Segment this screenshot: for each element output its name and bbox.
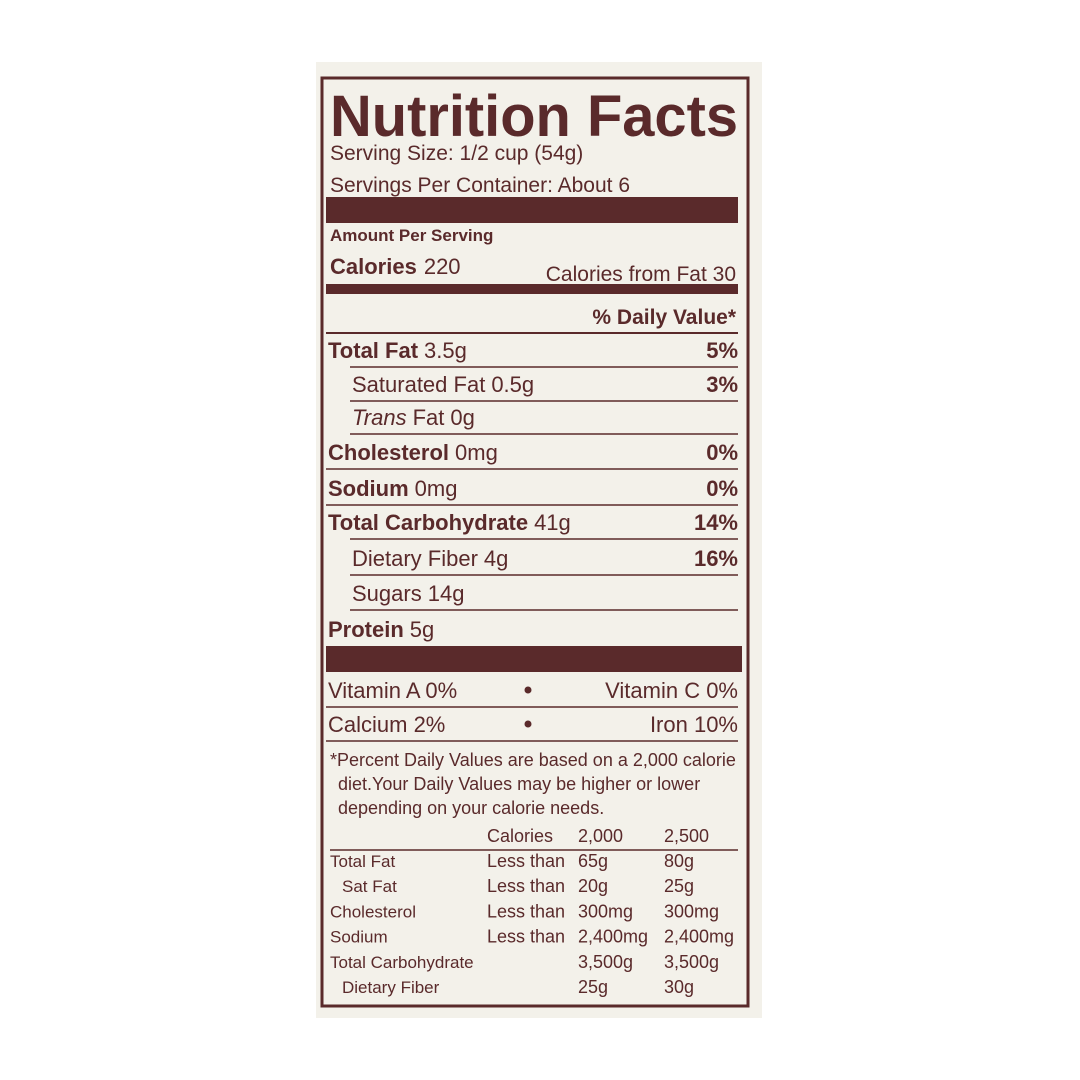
vitamin-left: Calcium 2%: [328, 712, 445, 737]
amount-per-serving: Amount Per Serving: [330, 226, 493, 245]
nutrient-row: Saturated Fat 0.5g: [352, 372, 534, 397]
separator-dot: [524, 720, 532, 728]
separator-dot: [524, 686, 532, 694]
nutrient-row: Total Fat 3.5g: [328, 338, 467, 363]
nutrient-name: Sodium: [328, 476, 409, 501]
reference-cell: 2,400mg: [664, 927, 734, 947]
daily-value-header: % Daily Value*: [592, 306, 736, 329]
nutrient-name: Fat: [413, 405, 445, 430]
nutrient-daily-value: 5%: [706, 338, 738, 363]
nutrient-name: Total Carbohydrate: [328, 510, 528, 535]
nutrient-row: Total Carbohydrate 41g: [328, 510, 571, 535]
nutrient-row: Sodium 0mg: [328, 476, 457, 501]
reference-cell: 2,400mg: [578, 927, 648, 947]
reference-cell: Less than: [487, 851, 565, 871]
nutrient-amount: 0mg: [455, 440, 498, 465]
nutrient-name: Saturated Fat: [352, 372, 485, 397]
reference-header: 2,500: [664, 826, 709, 846]
servings-per-container: Servings Per Container: About 6: [330, 174, 630, 197]
reference-name: Cholesterol: [330, 902, 416, 921]
thick-bar: [326, 646, 742, 672]
nutrient-row: Cholesterol 0mg: [328, 440, 498, 465]
nutrient-name: Protein: [328, 617, 404, 642]
serving-size: Serving Size: 1/2 cup (54g): [330, 142, 583, 165]
nutrient-name: Dietary Fiber: [352, 546, 478, 571]
vitamin-right: Vitamin C 0%: [605, 678, 738, 703]
reference-cell: 65g: [578, 851, 608, 871]
calories-from-fat: Calories from Fat 30: [546, 263, 736, 286]
reference-cell: Less than: [487, 927, 565, 947]
nutrient-amount: 4g: [484, 546, 508, 571]
reference-name: Sodium: [330, 928, 388, 947]
reference-cell: 20g: [578, 876, 608, 896]
footnote-line: depending on your calorie needs.: [338, 798, 604, 818]
reference-name: Total Carbohydrate: [330, 953, 474, 972]
reference-cell: 25g: [578, 977, 608, 997]
medium-bar: [326, 284, 738, 294]
footnote-line: diet.Your Daily Values may be higher or …: [338, 774, 700, 794]
nutrient-amount: 0mg: [415, 476, 458, 501]
thick-bar: [326, 197, 738, 223]
reference-cell: 25g: [664, 876, 694, 896]
reference-cell: 80g: [664, 851, 694, 871]
nutrient-daily-value: 16%: [694, 546, 738, 571]
calories-value: 220: [424, 254, 461, 279]
label-border: [320, 76, 750, 1008]
nutrient-row: Sugars 14g: [352, 581, 464, 606]
nutrient-amount: 41g: [534, 510, 571, 535]
title: Nutrition Facts: [330, 84, 738, 149]
nutrient-daily-value: 14%: [694, 510, 738, 535]
nutrient-row: Dietary Fiber 4g: [352, 546, 508, 571]
nutrient-amount: 0.5g: [491, 372, 534, 397]
vitamin-right: Iron 10%: [650, 712, 738, 737]
reference-cell: 3,500g: [664, 952, 719, 972]
reference-cell: Less than: [487, 901, 565, 921]
nutrient-name: Total Fat: [328, 338, 419, 363]
reference-name: Dietary Fiber: [342, 978, 440, 997]
nutrient-row: Protein 5g: [328, 617, 434, 642]
reference-cell: 3,500g: [578, 952, 633, 972]
nutrient-row: Trans Fat 0g: [352, 405, 475, 430]
nutrient-amount: 3.5g: [424, 338, 467, 363]
nutrient-daily-value: 0%: [706, 476, 738, 501]
reference-header: 2,000: [578, 826, 623, 846]
reference-cell: 30g: [664, 977, 694, 997]
footnote-line: *Percent Daily Values are based on a 2,0…: [330, 750, 736, 770]
nutrient-name: Cholesterol: [328, 440, 449, 465]
vitamin-left: Vitamin A 0%: [328, 678, 457, 703]
reference-cell: 300mg: [578, 901, 633, 921]
nutrient-amount: 14g: [428, 581, 465, 606]
calories-row: Calories 220: [330, 254, 461, 279]
nutrient-daily-value: 3%: [706, 372, 738, 397]
nutrient-daily-value: 0%: [706, 440, 738, 465]
nutrient-amount: 0g: [450, 405, 474, 430]
reference-header: Calories: [487, 826, 553, 846]
calories-label: Calories: [330, 254, 417, 279]
reference-cell: 300mg: [664, 901, 719, 921]
reference-cell: Less than: [487, 876, 565, 896]
nutrient-name: Sugars: [352, 581, 422, 606]
nutrient-name-italic: Trans: [352, 405, 407, 430]
reference-name: Sat Fat: [342, 877, 397, 896]
nutrient-amount: 5g: [410, 617, 434, 642]
reference-name: Total Fat: [330, 852, 395, 871]
